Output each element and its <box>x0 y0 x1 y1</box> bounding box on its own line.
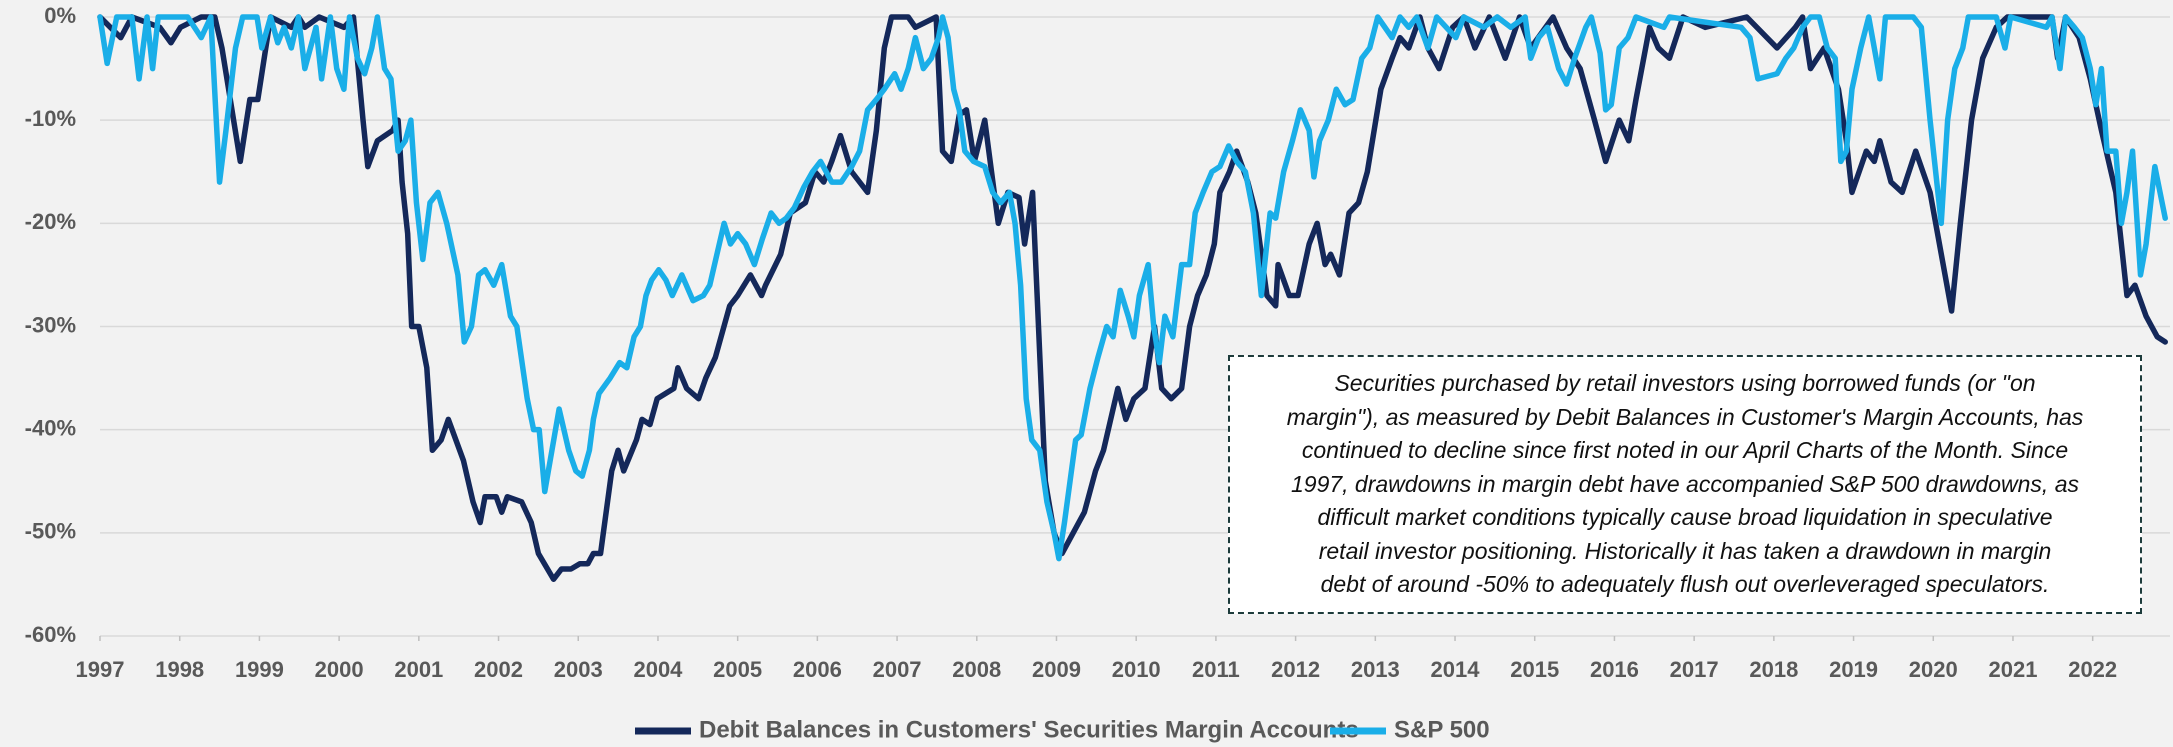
x-tick-label: 2021 <box>1989 657 2038 682</box>
x-tick-label: 2004 <box>633 657 683 682</box>
annotation-line: difficult market conditions typically ca… <box>1317 504 2053 531</box>
x-tick-label: 2015 <box>1510 657 1559 682</box>
x-tick-label: 2008 <box>952 657 1001 682</box>
x-tick-label: 2014 <box>1431 657 1481 682</box>
x-tick-label: 2011 <box>1192 657 1240 682</box>
y-tick-label: -10% <box>25 106 76 131</box>
legend-label: Debit Balances in Customers' Securities … <box>699 716 1359 743</box>
x-tick-label: 2020 <box>1909 657 1958 682</box>
x-tick-label: 2019 <box>1829 657 1878 682</box>
annotation-line: margin"), as measured by Debit Balances … <box>1286 403 2084 430</box>
x-tick-label: 2000 <box>315 657 364 682</box>
annotation-line: continued to decline since first noted i… <box>1301 437 2069 464</box>
series-line <box>97 14 2168 583</box>
x-tick-label: 2009 <box>1032 657 1081 682</box>
x-tick-label: 2012 <box>1271 657 1320 682</box>
x-tick-label: 2022 <box>2068 657 2117 682</box>
x-tick-label: 2006 <box>793 657 842 682</box>
x-tick-label: 2001 <box>394 657 443 682</box>
x-tick-label: 2003 <box>554 657 603 682</box>
x-tick-label: 2010 <box>1112 657 1161 682</box>
x-tick-label: 2018 <box>1749 657 1798 682</box>
annotation-line: Securities purchased by retail investors… <box>1334 370 2036 397</box>
x-tick-label: 1997 <box>76 657 125 682</box>
series-line <box>97 14 2168 562</box>
x-tick-label: 2013 <box>1351 657 1400 682</box>
x-tick-label: 1998 <box>155 657 204 682</box>
annotation-line: retail investor positioning. Historicall… <box>1318 537 2052 564</box>
x-tick-label: 2002 <box>474 657 523 682</box>
x-tick-label: 1999 <box>235 657 284 682</box>
y-tick-label: -50% <box>25 519 76 544</box>
y-tick-label: -20% <box>25 209 76 234</box>
annotation-line: debt of around -50% to adequately flush … <box>1320 571 2050 598</box>
x-tick-label: 2017 <box>1670 657 1719 682</box>
y-tick-label: -60% <box>25 622 76 647</box>
x-tick-label: 2016 <box>1590 657 1639 682</box>
legend-label: S&P 500 <box>1394 716 1490 743</box>
annotation-line: 1997, drawdowns in margin debt have acco… <box>1290 470 2079 497</box>
y-tick-label: -30% <box>25 312 76 337</box>
x-tick-label: 2005 <box>713 657 762 682</box>
y-tick-label: -40% <box>25 415 76 440</box>
x-tick-label: 2007 <box>873 657 922 682</box>
y-tick-label: 0% <box>44 3 76 28</box>
annotation-box: Securities purchased by retail investors… <box>1228 355 2142 614</box>
